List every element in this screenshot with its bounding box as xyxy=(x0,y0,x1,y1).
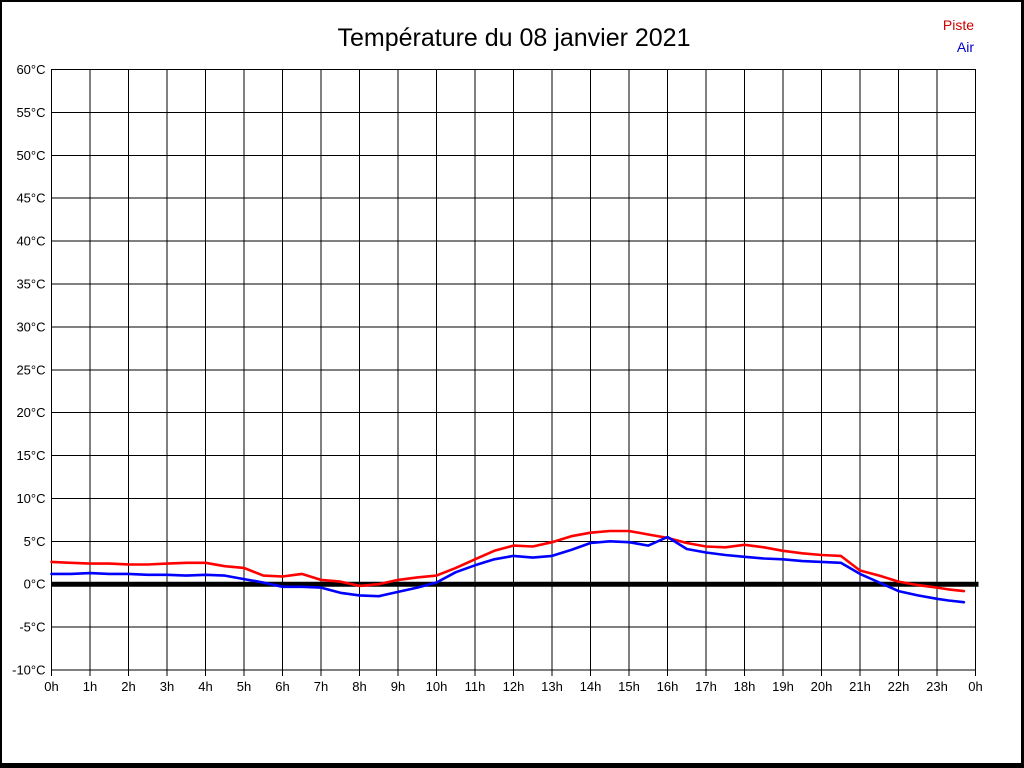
x-tick-label: 3h xyxy=(160,679,174,694)
y-tick-label: 50°C xyxy=(16,148,45,163)
x-tick-label: 1h xyxy=(83,679,97,694)
series-line-air xyxy=(50,535,966,604)
x-tick-label: 0h xyxy=(44,679,58,694)
y-tick-label: 10°C xyxy=(16,491,45,506)
x-tick-label: 10h xyxy=(426,679,448,694)
y-tick-label: 35°C xyxy=(16,276,45,291)
y-tick-label: 60°C xyxy=(16,62,45,77)
x-tick-label: 13h xyxy=(541,679,563,694)
chart-title: Température du 08 janvier 2021 xyxy=(337,24,691,52)
x-tick-label: 18h xyxy=(734,679,756,694)
x-tick-label: 6h xyxy=(275,679,289,694)
x-tick-label: 21h xyxy=(849,679,871,694)
x-tick-label: 5h xyxy=(237,679,251,694)
y-tick-label: 0°C xyxy=(24,577,46,592)
x-tick-label: 4h xyxy=(198,679,212,694)
x-tick-label: 16h xyxy=(657,679,679,694)
legend: Piste Air xyxy=(943,14,974,58)
x-tick-label: 22h xyxy=(888,679,910,694)
y-tick-label: 45°C xyxy=(16,191,45,206)
y-tick-label: 20°C xyxy=(16,405,45,420)
x-tick-label: 8h xyxy=(352,679,366,694)
x-tick-label: 9h xyxy=(391,679,405,694)
legend-item-piste: Piste xyxy=(943,14,974,36)
series-line-piste xyxy=(50,529,966,593)
y-tick-label: 15°C xyxy=(16,448,45,463)
legend-item-air: Air xyxy=(943,36,974,58)
x-tick-label: 15h xyxy=(618,679,640,694)
x-tick-label: 23h xyxy=(926,679,948,694)
x-tick-label: 7h xyxy=(314,679,328,694)
x-tick-label: 14h xyxy=(580,679,602,694)
x-tick-label: 19h xyxy=(772,679,794,694)
x-tick-label: 12h xyxy=(503,679,525,694)
y-tick-label: 25°C xyxy=(16,362,45,377)
y-tick-label: 40°C xyxy=(16,234,45,249)
x-tick-label: 20h xyxy=(811,679,833,694)
x-tick-label: 17h xyxy=(695,679,717,694)
x-tick-label: 11h xyxy=(465,679,486,694)
x-tick-label: 0h xyxy=(968,679,982,694)
y-tick-label: 30°C xyxy=(16,319,45,334)
y-tick-label: 55°C xyxy=(16,105,45,120)
y-tick-label: 5°C xyxy=(24,534,46,549)
legend-label-piste: Piste xyxy=(942,17,974,33)
y-tick-label: -5°C xyxy=(19,620,45,635)
legend-label-air: Air xyxy=(956,39,974,55)
y-tick-label: -10°C xyxy=(12,663,45,678)
x-tick-label: 2h xyxy=(121,679,135,694)
